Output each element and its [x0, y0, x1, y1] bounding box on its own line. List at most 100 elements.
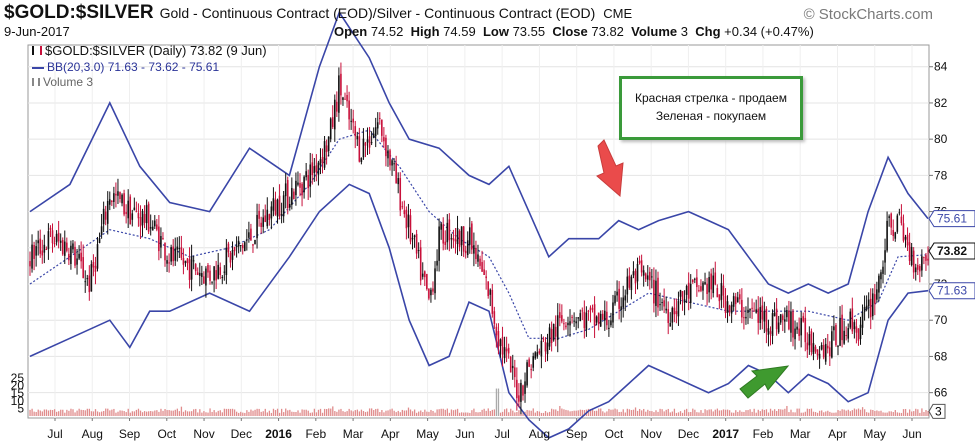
- volume-tick-label: 15: [11, 386, 25, 400]
- legend-volume: Volume 3: [32, 75, 93, 89]
- volume-bar: [759, 411, 761, 416]
- candle-body: [657, 277, 659, 308]
- volume-bar: [188, 411, 191, 416]
- candle-body: [338, 75, 340, 113]
- candle-body: [575, 321, 577, 324]
- candle-body: [704, 282, 706, 285]
- candle-body: [720, 283, 723, 300]
- open-value: 74.52: [370, 24, 404, 39]
- volume-bar: [499, 412, 502, 416]
- volume-bar: [270, 412, 273, 416]
- volume-bar: [579, 409, 581, 416]
- volume-bar: [526, 409, 528, 416]
- volume-bar: [757, 409, 759, 416]
- candle-body: [806, 342, 809, 350]
- candle-body: [84, 281, 87, 283]
- volume-bar: [371, 408, 373, 416]
- candle-body: [235, 245, 238, 248]
- candle-body: [634, 270, 637, 284]
- volume-bar: [88, 408, 91, 416]
- volume-bar: [90, 411, 93, 416]
- candle-body: [698, 290, 700, 292]
- volume-bar: [299, 412, 301, 416]
- candle-body: [573, 320, 575, 322]
- volume-bar: [309, 412, 311, 416]
- volume-bar: [39, 410, 41, 416]
- candle-body: [524, 381, 526, 394]
- candle-body: [708, 277, 710, 293]
- candle-body: [178, 247, 181, 249]
- volume-bar: [244, 412, 246, 416]
- candle-body: [364, 142, 367, 146]
- volume-bar: [170, 410, 172, 416]
- candle-body: [401, 206, 404, 208]
- volume-bar: [861, 407, 864, 416]
- candle-body: [356, 135, 359, 140]
- candle-body: [618, 288, 620, 309]
- volume-bar: [632, 409, 635, 416]
- candle-body: [344, 98, 346, 100]
- tag-bb-upper: 75.61: [928, 210, 975, 228]
- volume-bar: [702, 412, 704, 416]
- candle-body: [481, 262, 483, 272]
- candle-body: [436, 260, 438, 266]
- volume-bar: [125, 412, 127, 416]
- candle-body: [35, 246, 37, 256]
- volume-bar: [82, 410, 84, 416]
- volume-bar: [461, 412, 463, 416]
- volume-bar: [655, 410, 657, 416]
- candle-body: [413, 235, 416, 238]
- candle-body: [217, 264, 219, 279]
- y-tick-label: 80: [934, 132, 948, 146]
- volume-bar: [238, 412, 240, 416]
- volume-bar: [313, 408, 316, 416]
- candle-body: [685, 285, 688, 295]
- candle-body: [219, 267, 222, 275]
- candle-body: [33, 245, 35, 259]
- volume-bar: [563, 409, 565, 416]
- volume-bar: [911, 411, 913, 416]
- volume-bar: [821, 410, 823, 416]
- volume-bar: [354, 410, 356, 416]
- candle-body: [675, 311, 678, 315]
- candle-body: [237, 240, 240, 247]
- candle-body: [329, 118, 332, 140]
- candle-body: [462, 226, 465, 252]
- candle-icon: [32, 46, 42, 55]
- x-tick-label: May: [863, 427, 886, 441]
- candle-body: [475, 248, 477, 260]
- volume-bar: [696, 412, 698, 416]
- volume-bar: [718, 410, 721, 416]
- subtitle: Gold - Continuous Contract (EOD)/Silver …: [159, 5, 596, 21]
- volume-bar: [416, 412, 418, 416]
- volume-bar: [776, 411, 778, 416]
- volume-bar: [851, 410, 854, 416]
- volume-bar: [690, 411, 692, 416]
- volume-bar: [798, 408, 800, 416]
- candle-body: [381, 119, 383, 136]
- symbol: $GOLD:$SILVER: [4, 2, 154, 23]
- candle-body: [816, 349, 819, 356]
- candle-body: [509, 356, 512, 373]
- volume-bar: [242, 412, 244, 416]
- candle-body: [411, 237, 414, 240]
- volume-bar: [80, 409, 82, 416]
- candle-body: [331, 117, 334, 127]
- candle-body: [507, 347, 510, 354]
- candle-body: [288, 203, 291, 208]
- volume-bar: [749, 409, 751, 416]
- volume-bar: [346, 411, 348, 416]
- volume-bar: [72, 409, 74, 416]
- chg-label: Chg: [695, 24, 721, 39]
- candle-body: [724, 295, 727, 313]
- candle-body: [403, 210, 406, 215]
- volume-bar: [536, 411, 538, 416]
- volume-bar: [659, 408, 661, 416]
- candle-body: [687, 282, 690, 299]
- candle-body: [835, 324, 837, 346]
- volume-bar: [589, 409, 592, 416]
- volume-bar: [786, 405, 788, 416]
- candle-body: [495, 326, 498, 336]
- volume-bar: [450, 409, 453, 416]
